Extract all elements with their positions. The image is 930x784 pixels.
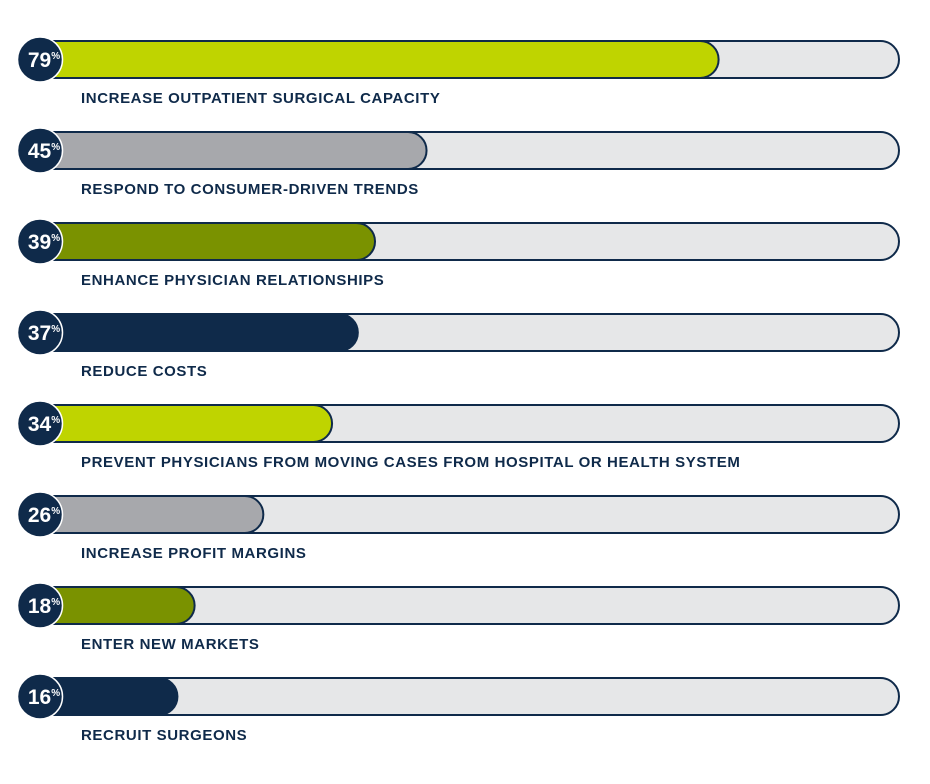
bar-row: 16% RECRUIT SURGEONS <box>16 673 900 744</box>
bar-row: 34% PREVENT PHYSICIANS FROM MOVING CASES … <box>16 400 900 471</box>
value-badge <box>16 309 64 356</box>
bar-row: 45% RESPOND TO CONSUMER-DRIVEN TRENDS <box>16 127 900 198</box>
value-label: 18% <box>28 595 60 618</box>
percent-sign: % <box>51 324 60 335</box>
bar-row: 79% INCREASE OUTPATIENT SURGICAL CAPACITY <box>16 36 900 107</box>
value-label: 16% <box>28 686 60 709</box>
value-badge <box>16 36 64 83</box>
value-label: 39% <box>28 231 60 254</box>
value-label: 37% <box>28 322 60 345</box>
category-label: PREVENT PHYSICIANS FROM MOVING CASES FRO… <box>81 454 740 471</box>
percent-sign: % <box>51 51 60 62</box>
value-number: 34 <box>28 413 52 436</box>
category-label: INCREASE OUTPATIENT SURGICAL CAPACITY <box>81 90 440 107</box>
bar-fill <box>26 131 428 170</box>
value-number: 37 <box>28 322 51 345</box>
value-label: 45% <box>28 140 60 163</box>
percent-sign: % <box>51 415 60 426</box>
value-number: 16 <box>28 686 51 709</box>
category-label: RECRUIT SURGEONS <box>81 727 247 744</box>
value-badge <box>16 127 64 174</box>
percent-sign: % <box>51 233 60 244</box>
value-badge <box>16 491 64 538</box>
value-badge <box>16 400 64 447</box>
value-number: 26 <box>28 504 51 527</box>
value-number: 45 <box>28 140 52 163</box>
bar-row: 39% ENHANCE PHYSICIAN RELATIONSHIPS <box>16 218 900 289</box>
bar-fill <box>26 222 377 261</box>
percent-sign: % <box>51 142 60 153</box>
value-number: 18 <box>28 595 52 618</box>
value-label: 34% <box>28 413 60 436</box>
bar-fill <box>26 313 359 352</box>
percent-sign: % <box>51 688 60 699</box>
bar-row: 26% INCREASE PROFIT MARGINS <box>16 491 900 562</box>
value-badge <box>16 218 64 265</box>
bar-row: 18% ENTER NEW MARKETS <box>16 582 900 653</box>
category-label: INCREASE PROFIT MARGINS <box>81 545 306 562</box>
percent-sign: % <box>51 506 60 517</box>
value-badge <box>16 582 64 629</box>
value-number: 79 <box>28 49 51 72</box>
category-label: ENTER NEW MARKETS <box>81 636 260 653</box>
bar-fill <box>26 404 334 443</box>
percent-sign: % <box>51 597 60 608</box>
bar-row: 37% REDUCE COSTS <box>16 309 900 380</box>
category-label: REDUCE COSTS <box>81 363 207 380</box>
category-label: RESPOND TO CONSUMER-DRIVEN TRENDS <box>81 181 419 198</box>
value-badge <box>16 673 64 720</box>
value-label: 26% <box>28 504 60 527</box>
value-number: 39 <box>28 231 51 254</box>
value-label: 79% <box>28 49 60 72</box>
category-label: ENHANCE PHYSICIAN RELATIONSHIPS <box>81 272 384 289</box>
bar-fill <box>26 40 720 79</box>
